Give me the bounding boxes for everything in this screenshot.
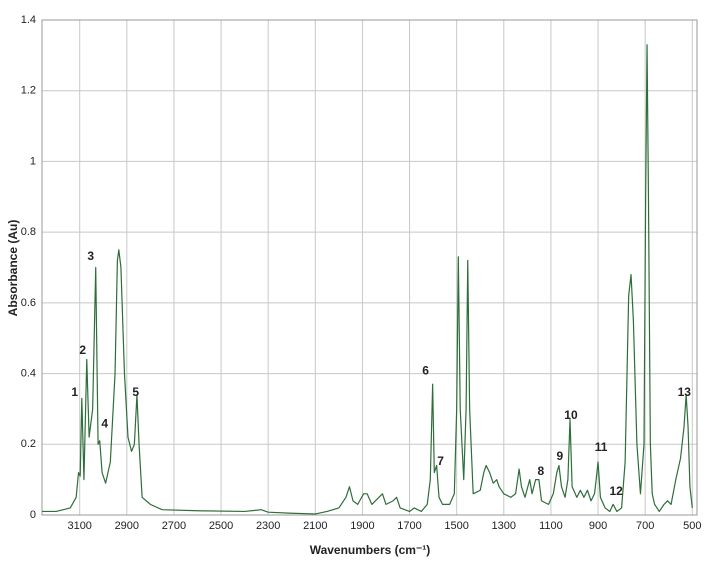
peak-label: 2 xyxy=(79,343,86,357)
spectrum-line xyxy=(42,44,693,515)
peak-label: 11 xyxy=(595,440,608,454)
peak-label: 5 xyxy=(132,385,139,399)
x-tick-label: 2900 xyxy=(115,520,139,532)
x-tick-label: 2700 xyxy=(162,520,186,532)
x-tick-label: 500 xyxy=(683,520,701,532)
peak-label: 9 xyxy=(557,449,564,463)
y-tick-label: 1 xyxy=(30,155,36,167)
peak-label: 6 xyxy=(422,363,429,377)
peak-label: 3 xyxy=(87,249,94,263)
y-tick-label: 1.4 xyxy=(21,14,36,26)
peak-label: 10 xyxy=(564,408,578,422)
plot-frame xyxy=(41,19,698,516)
y-tick-label: 0 xyxy=(30,509,36,521)
y-tick-label: 1.2 xyxy=(21,85,36,97)
x-tick-label: 2100 xyxy=(303,520,327,532)
x-tick-label: 2500 xyxy=(209,520,233,532)
x-tick-label: 1100 xyxy=(539,520,563,532)
peak-label: 1 xyxy=(71,385,78,399)
x-axis-label: Wavenumbers (cm⁻¹) xyxy=(310,543,431,557)
x-tick-label: 3100 xyxy=(67,520,91,532)
x-tick-label: 1300 xyxy=(492,520,516,532)
peak-label: 4 xyxy=(101,416,108,430)
y-axis-label: Absorbance (Au) xyxy=(6,220,20,317)
peak-label: 12 xyxy=(610,484,624,498)
peak-label: 13 xyxy=(678,385,692,399)
x-tick-label: 700 xyxy=(636,520,654,532)
x-tick-label: 2300 xyxy=(256,520,280,532)
x-tick-label: 1700 xyxy=(397,520,421,532)
peak-label: 8 xyxy=(537,464,544,478)
x-tick-label: 1500 xyxy=(444,520,468,532)
y-tick-label: 0.2 xyxy=(21,438,36,450)
y-tick-label: 0.8 xyxy=(21,226,36,238)
x-tick-label: 900 xyxy=(589,520,607,532)
y-tick-label: 0.6 xyxy=(21,297,36,309)
peak-label: 7 xyxy=(437,454,444,468)
x-tick-label: 1900 xyxy=(350,520,374,532)
y-tick-label: 0.4 xyxy=(21,367,36,379)
